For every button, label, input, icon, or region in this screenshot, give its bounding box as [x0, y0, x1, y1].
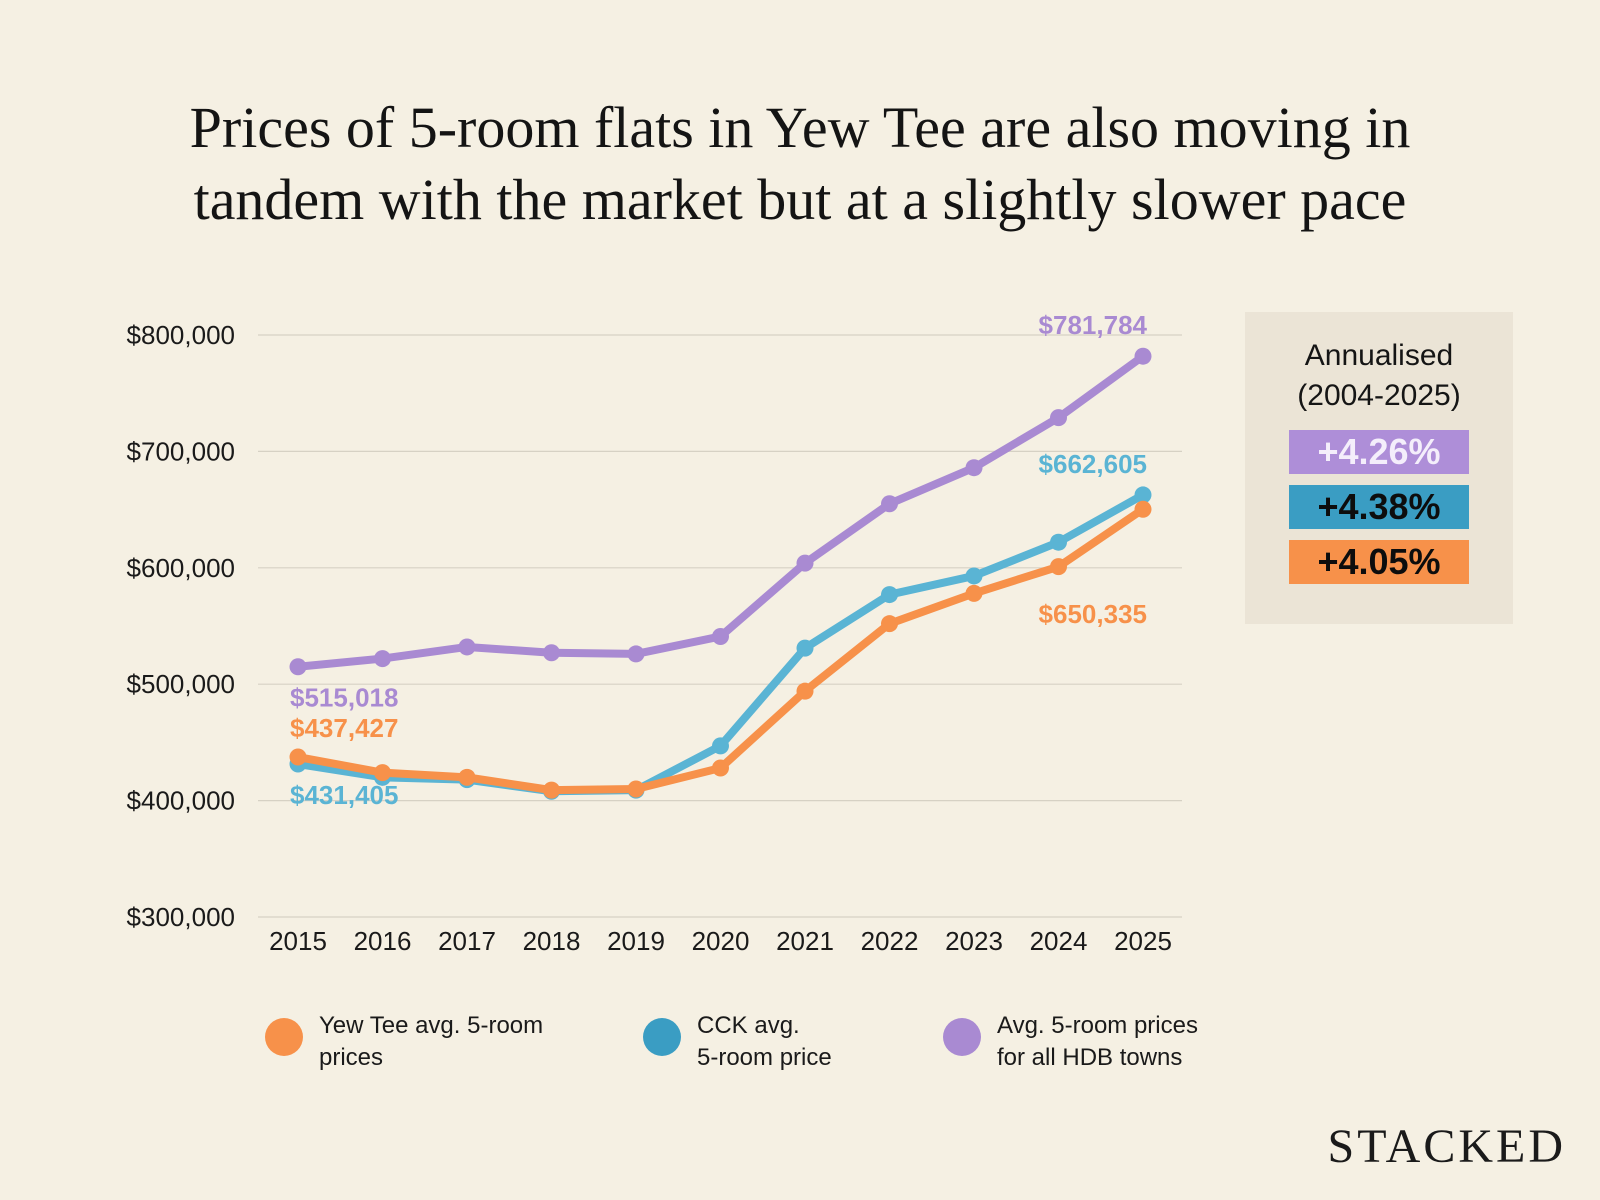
data-point-all_hdb: [712, 627, 729, 645]
annualised-title: Annualised (2004-2025): [1245, 336, 1513, 416]
legend-dot-cck: [643, 1018, 681, 1056]
data-point-yew_tee: [965, 584, 983, 602]
x-tick-label: 2015: [269, 926, 327, 956]
data-point-yew_tee: [796, 682, 814, 700]
series-line-all_hdb: [294, 352, 1147, 671]
data-point-yew_tee: [458, 768, 476, 786]
legend-label-line: Avg. 5-room prices: [997, 1012, 1198, 1039]
data-point-all_hdb: [965, 459, 983, 477]
data-point-cck: [965, 567, 983, 585]
data-label-yew_tee: $437,427: [290, 713, 398, 743]
x-tick-label: 2023: [945, 926, 1003, 956]
data-point-yew_tee: [1050, 558, 1067, 576]
data-point-all_hdb: [543, 644, 560, 662]
x-tick-label: 2020: [692, 926, 750, 956]
chart-title-line-1: Prices of 5-room flats in Yew Tee are al…: [189, 95, 1411, 160]
y-tick-label: $400,000: [127, 786, 235, 816]
data-point-yew_tee: [289, 748, 307, 766]
x-tick-label: 2025: [1114, 926, 1172, 956]
x-tick-label: 2019: [607, 926, 665, 956]
legend-label-line: prices: [319, 1044, 384, 1071]
data-point-all_hdb: [458, 638, 476, 656]
data-point-yew_tee: [881, 615, 898, 633]
legend-label-line: for all HDB towns: [997, 1044, 1183, 1071]
x-tick-label: 2016: [354, 926, 412, 956]
legend-label-all-hdb: Avg. 5-room prices for all HDB towns: [997, 1010, 1198, 1074]
y-tick-label: $300,000: [127, 902, 235, 932]
data-point-yew_tee: [712, 759, 729, 777]
annualised-badge-cck: +4.38%: [1289, 485, 1469, 529]
data-point-cck: [712, 737, 729, 755]
annualised-title-line-2: (2004-2025): [1297, 379, 1461, 412]
data-label-cck: $431,405: [290, 780, 398, 810]
legend-dot-all-hdb: [943, 1018, 981, 1056]
data-point-all_hdb: [1134, 347, 1152, 365]
data-label-all_hdb: $515,018: [290, 683, 398, 713]
data-point-cck: [796, 639, 814, 657]
stacked-logo: STACKED: [1327, 1120, 1566, 1173]
legend-label-yew-tee: Yew Tee avg. 5-room prices: [319, 1010, 543, 1074]
y-tick-label: $700,000: [127, 436, 235, 466]
data-point-cck: [1134, 486, 1152, 504]
data-point-yew_tee: [374, 764, 391, 782]
data-label-yew_tee: $650,335: [1039, 599, 1147, 629]
x-tick-label: 2017: [438, 926, 496, 956]
data-point-all_hdb: [374, 650, 391, 668]
data-point-all_hdb: [1050, 409, 1067, 427]
data-point-all_hdb: [796, 554, 814, 572]
chart-title: Prices of 5-room flats in Yew Tee are al…: [40, 92, 1560, 236]
y-tick-label: $500,000: [127, 669, 235, 699]
legend-label-line: CCK avg.: [697, 1012, 800, 1039]
y-tick-label: $600,000: [127, 553, 235, 583]
legend-label-cck: CCK avg. 5-room price: [697, 1010, 832, 1074]
annualised-title-line-1: Annualised: [1304, 339, 1454, 372]
data-point-cck: [881, 586, 898, 604]
chart-title-line-2: tandem with the market but at a slightly…: [193, 167, 1407, 232]
data-point-yew_tee: [627, 780, 645, 798]
annualised-panel: Annualised (2004-2025) +4.26% +4.38% +4.…: [1245, 312, 1513, 624]
data-point-yew_tee: [1134, 500, 1152, 518]
legend-label-line: Yew Tee avg. 5-room: [319, 1012, 544, 1039]
x-tick-label: 2022: [861, 926, 919, 956]
data-point-cck: [1050, 533, 1067, 551]
annualised-badge-yew-tee: +4.05%: [1289, 540, 1469, 584]
data-point-all_hdb: [881, 495, 898, 513]
data-label-cck: $662,605: [1039, 449, 1147, 479]
legend-label-line: 5-room price: [697, 1044, 832, 1071]
y-tick-label: $800,000: [127, 320, 235, 350]
data-label-all_hdb: $781,784: [1039, 310, 1148, 340]
x-tick-label: 2021: [776, 926, 834, 956]
x-tick-label: 2018: [523, 926, 581, 956]
annualised-badge-all-hdb: +4.26%: [1289, 430, 1469, 474]
data-point-all_hdb: [627, 645, 645, 663]
data-point-all_hdb: [289, 658, 307, 676]
data-point-yew_tee: [543, 781, 560, 799]
x-tick-label: 2024: [1030, 926, 1088, 956]
legend-dot-yew-tee: [265, 1018, 303, 1056]
